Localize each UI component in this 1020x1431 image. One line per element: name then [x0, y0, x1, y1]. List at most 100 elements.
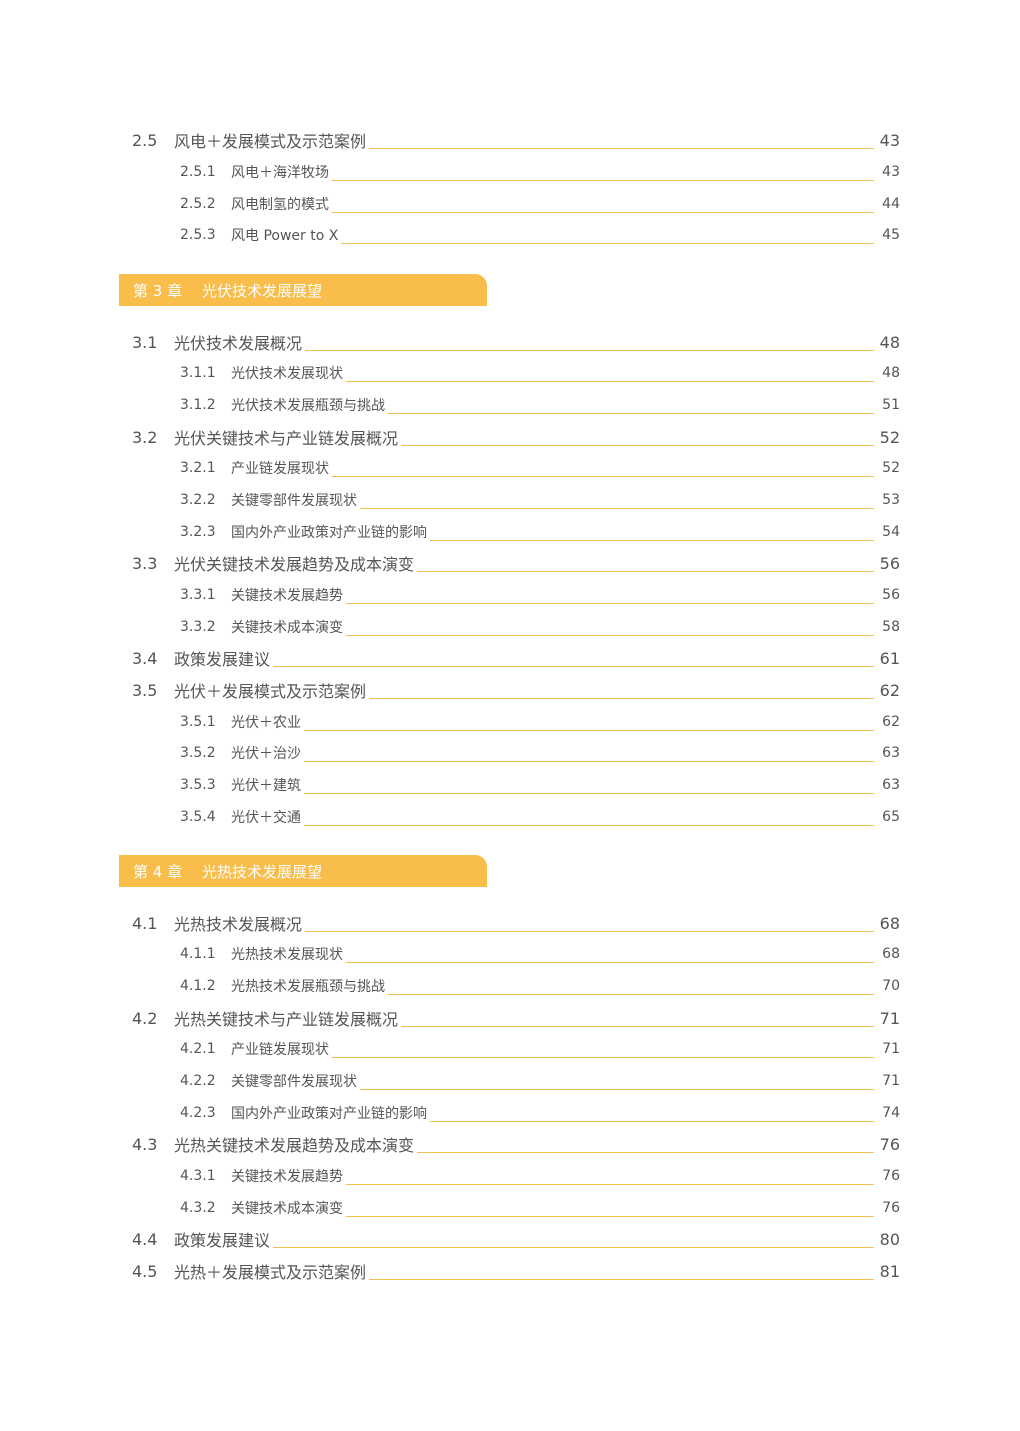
dot-leader [417, 1151, 874, 1153]
toc-section-entry[interactable]: 4.4 政策发展建议 80 [132, 1227, 900, 1251]
entry-title: 风电制氢的模式 [231, 197, 329, 213]
entry-page-number: 76 [882, 1168, 900, 1184]
entry-number: 3.5.1 [180, 714, 216, 730]
entry-page-number: 71 [882, 1073, 900, 1089]
entry-number: 4.3 [132, 1134, 158, 1154]
entry-number: 4.5 [132, 1261, 158, 1281]
entry-page-number: 56 [879, 553, 900, 573]
entry-title: 光伏技术发展瓶颈与挑战 [231, 398, 385, 414]
entry-title: 光伏技术发展概况 [174, 334, 303, 353]
entry-title: 光伏关键技术与产业链发展概况 [174, 429, 399, 448]
toc-subsection-entry[interactable]: 3.3.2 关键技术成本演变 58 [180, 615, 900, 639]
toc-subsection-entry[interactable]: 4.3.1 关键技术发展趋势 76 [180, 1164, 900, 1188]
toc-section-entry[interactable]: 3.5 光伏＋发展模式及示范案例 62 [132, 678, 900, 702]
toc-section-entry[interactable]: 2.5 风电＋发展模式及示范案例 43 [132, 128, 900, 152]
toc-subsection-entry[interactable]: 3.1.1 光伏技术发展现状 48 [180, 361, 900, 385]
entry-page-number: 45 [882, 227, 900, 243]
entry-number: 4.2 [132, 1008, 158, 1028]
toc-subsection-entry[interactable]: 2.5.2 风电制氢的模式 44 [180, 192, 900, 216]
entry-number: 4.3.2 [180, 1200, 216, 1216]
dot-leader [273, 1246, 874, 1248]
toc-section-entry[interactable]: 4.5 光热＋发展模式及示范案例 81 [132, 1259, 900, 1283]
entry-page-number: 63 [882, 745, 900, 761]
dot-leader [305, 930, 874, 932]
entry-number: 3.5.3 [180, 777, 216, 793]
chapter-label: 第 4 章 [133, 862, 183, 881]
toc-subsection-entry[interactable]: 4.1.2 光热技术发展瓶颈与挑战 70 [180, 974, 900, 998]
entry-title: 光伏＋交通 [231, 810, 301, 826]
entry-page-number: 52 [879, 427, 900, 447]
toc-subsection-entry[interactable]: 2.5.3 风电 Power to X 45 [180, 223, 900, 247]
entry-page-number: 62 [882, 714, 900, 730]
toc-subsection-entry[interactable]: 3.2.1 产业链发展现状 52 [180, 456, 900, 480]
dot-leader [332, 179, 874, 181]
dot-leader [346, 380, 874, 382]
toc-subsection-entry[interactable]: 4.3.2 关键技术成本演变 76 [180, 1196, 900, 1220]
entry-title: 产业链发展现状 [231, 1042, 329, 1058]
entry-number: 2.5.1 [180, 164, 216, 180]
entry-page-number: 80 [879, 1229, 900, 1249]
entry-title: 光伏技术发展现状 [231, 366, 343, 382]
toc-section-entry[interactable]: 4.3 光热关键技术发展趋势及成本演变 76 [132, 1132, 900, 1156]
toc-subsection-entry[interactable]: 3.1.2 光伏技术发展瓶颈与挑战 51 [180, 393, 900, 417]
toc-subsection-entry[interactable]: 4.2.1 产业链发展现状 71 [180, 1037, 900, 1061]
entry-number: 4.2.3 [180, 1105, 216, 1121]
dot-leader [346, 1215, 874, 1217]
toc-subsection-entry[interactable]: 3.5.2 光伏＋治沙 63 [180, 741, 900, 765]
entry-title: 光伏＋发展模式及示范案例 [174, 682, 367, 701]
toc-subsection-entry[interactable]: 3.5.4 光伏＋交通 65 [180, 805, 900, 829]
dot-leader [346, 602, 874, 604]
chapter-header: 第 4 章光热技术发展展望 [119, 855, 487, 887]
entry-page-number: 51 [882, 397, 900, 413]
entry-page-number: 53 [882, 492, 900, 508]
entry-page-number: 56 [882, 587, 900, 603]
entry-number: 3.3.1 [180, 587, 216, 603]
dot-leader [417, 570, 874, 572]
entry-title: 关键技术成本演变 [231, 1201, 343, 1217]
toc-subsection-entry[interactable]: 3.2.3 国内外产业政策对产业链的影响 54 [180, 520, 900, 544]
dot-leader [304, 824, 874, 826]
dot-leader [341, 242, 874, 244]
entry-number: 4.1.1 [180, 946, 216, 962]
entry-page-number: 43 [882, 164, 900, 180]
entry-number: 3.1 [132, 332, 158, 352]
entry-title: 光热技术发展瓶颈与挑战 [231, 979, 385, 995]
dot-leader [360, 507, 874, 509]
toc-subsection-entry[interactable]: 3.2.2 关键零部件发展现状 53 [180, 488, 900, 512]
entry-page-number: 70 [882, 978, 900, 994]
toc-section-entry[interactable]: 3.3 光伏关键技术发展趋势及成本演变 56 [132, 551, 900, 575]
toc-section-entry[interactable]: 4.2 光热关键技术与产业链发展概况 71 [132, 1006, 900, 1030]
entry-number: 4.2.1 [180, 1041, 216, 1057]
toc-section-entry[interactable]: 3.4 政策发展建议 61 [132, 646, 900, 670]
dot-leader [388, 993, 874, 995]
toc-section-entry[interactable]: 4.1 光热技术发展概况 68 [132, 911, 900, 935]
entry-number: 4.4 [132, 1229, 158, 1249]
toc-section-entry[interactable]: 3.2 光伏关键技术与产业链发展概况 52 [132, 425, 900, 449]
entry-number: 3.2 [132, 427, 158, 447]
entry-page-number: 58 [882, 619, 900, 635]
entry-page-number: 48 [879, 332, 900, 352]
entry-page-number: 61 [879, 648, 900, 668]
entry-title: 政策发展建议 [174, 650, 271, 669]
dot-leader [401, 444, 874, 446]
chapter-title: 光热技术发展展望 [202, 862, 323, 881]
dot-leader [369, 147, 874, 149]
toc-subsection-entry[interactable]: 4.2.2 关键零部件发展现状 71 [180, 1069, 900, 1093]
toc-subsection-entry[interactable]: 3.3.1 关键技术发展趋势 56 [180, 583, 900, 607]
dot-leader [401, 1025, 874, 1027]
entry-number: 3.2.1 [180, 460, 216, 476]
dot-leader [430, 539, 874, 541]
toc-subsection-entry[interactable]: 3.5.3 光伏＋建筑 63 [180, 773, 900, 797]
toc-subsection-entry[interactable]: 2.5.1 风电＋海洋牧场 43 [180, 160, 900, 184]
entry-number: 2.5 [132, 130, 158, 150]
entry-title: 风电＋发展模式及示范案例 [174, 132, 367, 151]
entry-title: 关键零部件发展现状 [231, 493, 357, 509]
toc-subsection-entry[interactable]: 4.1.1 光热技术发展现状 68 [180, 942, 900, 966]
entry-title: 光热＋发展模式及示范案例 [174, 1263, 367, 1282]
entry-number: 3.3 [132, 553, 158, 573]
toc-subsection-entry[interactable]: 4.2.3 国内外产业政策对产业链的影响 74 [180, 1101, 900, 1125]
toc-subsection-entry[interactable]: 3.5.1 光伏＋农业 62 [180, 710, 900, 734]
chapter-title: 光伏技术发展展望 [202, 281, 323, 300]
entry-page-number: 54 [882, 524, 900, 540]
toc-section-entry[interactable]: 3.1 光伏技术发展概况 48 [132, 330, 900, 354]
